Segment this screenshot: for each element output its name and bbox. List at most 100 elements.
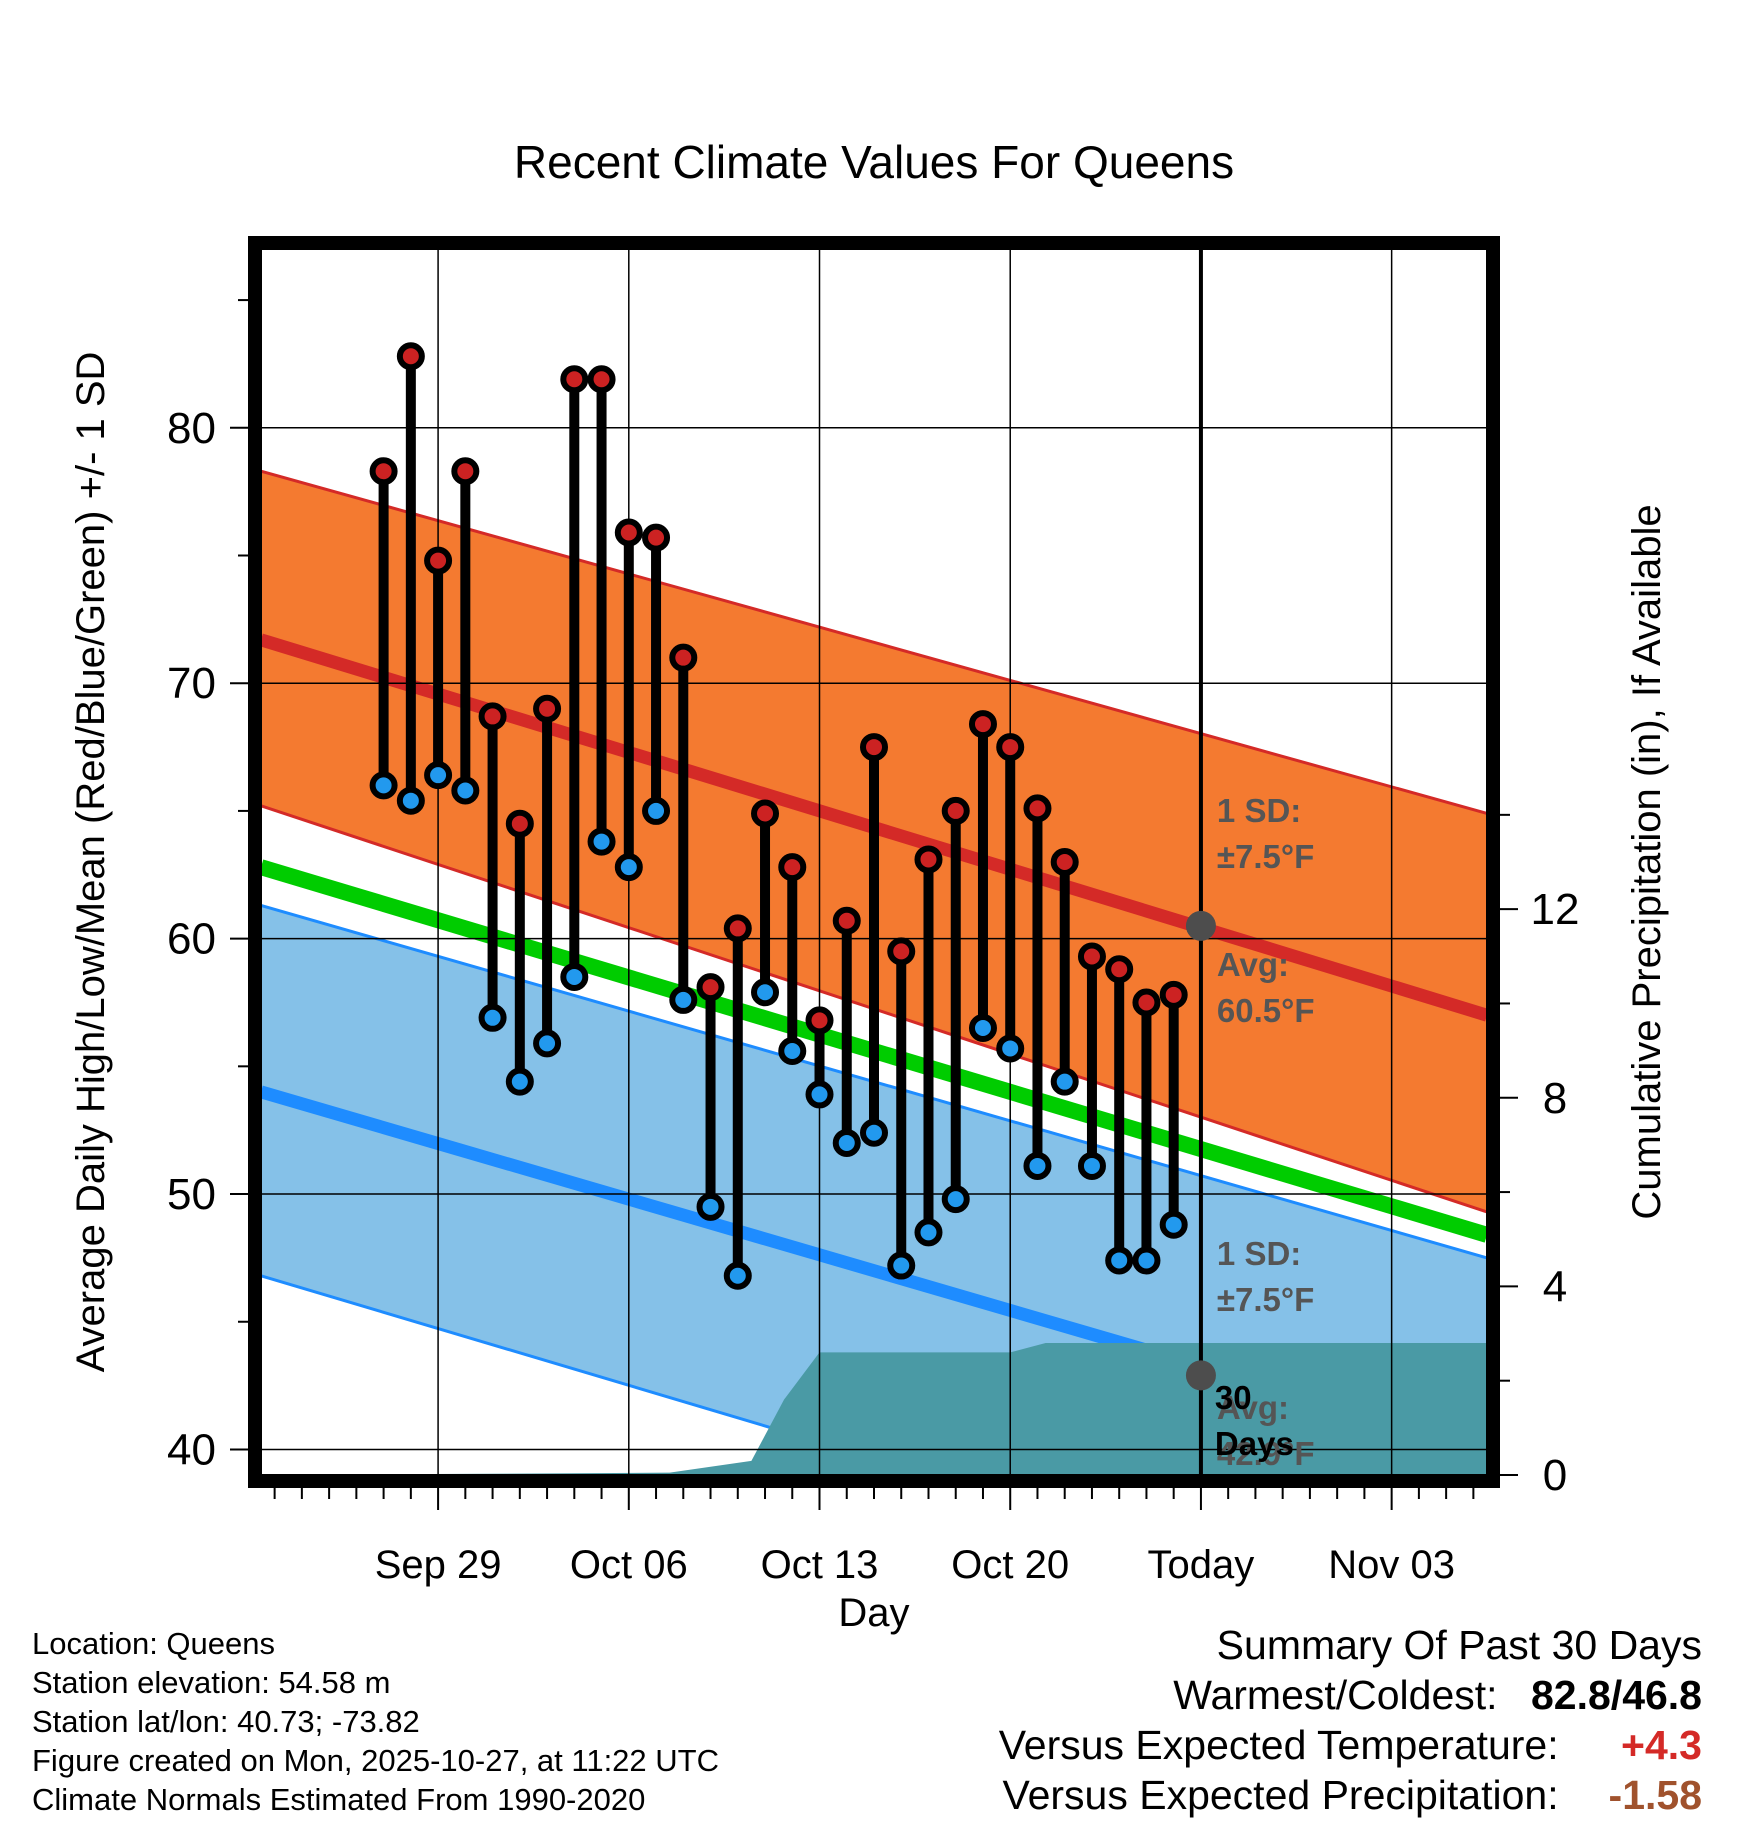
daily-low-point xyxy=(1077,1151,1106,1180)
daily-low-point xyxy=(778,1037,807,1066)
daily-mark xyxy=(614,518,643,882)
daily-mark xyxy=(860,733,888,1147)
daily-mark xyxy=(751,799,780,1007)
created-text: Figure created on Mon, 2025-10-27, at 11… xyxy=(32,1743,719,1778)
daily-high-point xyxy=(1105,955,1134,984)
daily-mark xyxy=(478,702,507,1032)
warm-cold-value: 82.8/46.8 xyxy=(1531,1672,1702,1718)
low-avg-value: 42.9°F xyxy=(1217,1435,1315,1472)
precip-days-label-text: Days xyxy=(1215,1425,1294,1462)
daily-mark xyxy=(832,906,861,1157)
y2-tick-label: 4 xyxy=(1543,1262,1567,1311)
x-tick-label: Oct 13 xyxy=(761,1543,879,1587)
daily-mark xyxy=(1023,794,1052,1180)
daily-high-point xyxy=(1132,988,1161,1017)
location-text: Location: Queens xyxy=(32,1626,276,1661)
daily-low-point xyxy=(860,1118,888,1147)
daily-low-point xyxy=(1159,1210,1188,1239)
y-tick-label: 70 xyxy=(167,659,216,708)
x-tick-label: Oct 06 xyxy=(570,1543,688,1587)
daily-low-point xyxy=(587,827,616,856)
coldest-value: 46.8 xyxy=(1622,1672,1702,1718)
daily-high-point xyxy=(1077,942,1106,971)
elevation-text: Station elevation: 54.58 m xyxy=(32,1665,391,1700)
daily-high-point xyxy=(1159,980,1188,1009)
daily-mark xyxy=(560,365,589,991)
daily-low-point xyxy=(1023,1151,1052,1180)
daily-mark xyxy=(1132,988,1161,1275)
y2-tick-label: 8 xyxy=(1543,1074,1567,1123)
daily-mark xyxy=(669,643,698,1014)
daily-mark xyxy=(778,853,807,1066)
y-tick-label: 80 xyxy=(167,404,216,453)
x-tick-label: Sep 29 xyxy=(375,1543,502,1587)
plot-frame xyxy=(248,236,1500,1488)
daily-mark xyxy=(451,457,480,805)
daily-marks xyxy=(369,342,1188,1290)
summary-title: Summary Of Past 30 Days xyxy=(1216,1622,1702,1668)
daily-high-point xyxy=(996,733,1025,762)
low-sd-band xyxy=(261,905,1487,1475)
temp-row: Versus Expected Temperature: +4.3 xyxy=(999,1720,1702,1770)
daily-low-point xyxy=(996,1034,1025,1063)
daily-high-point xyxy=(860,733,888,762)
plot-border xyxy=(248,236,1500,1488)
daily-low-point xyxy=(751,978,780,1007)
y-tick-label: 60 xyxy=(167,915,216,964)
annotations: 1 SD: ±7.5°F Avg: 60.5°F 1 SD: ±7.5°F Avg: 42.9… xyxy=(1185,792,1315,1472)
daily-high-point xyxy=(778,853,807,882)
summary-panel: Summary Of Past 30 Days Warmest/Coldest:… xyxy=(999,1620,1702,1820)
daily-high-point xyxy=(1050,848,1079,876)
daily-high-point xyxy=(968,710,997,739)
daily-low-point xyxy=(369,771,398,800)
warm-cold-row: Warmest/Coldest: 82.8/46.8 xyxy=(999,1670,1702,1720)
daily-mark xyxy=(996,733,1025,1063)
daily-mark xyxy=(723,914,752,1290)
daily-low-point xyxy=(723,1261,752,1290)
x-tick-label: Nov 03 xyxy=(1328,1543,1455,1587)
daily-low-point xyxy=(832,1128,861,1157)
daily-high-point xyxy=(451,457,480,486)
warm-cold-label: Warmest/Coldest: xyxy=(1173,1672,1498,1718)
chart-title: Recent Climate Values For Queens xyxy=(514,136,1234,188)
precip-label: Versus Expected Precipitation: xyxy=(1002,1772,1559,1818)
high-sd-label: 1 SD: xyxy=(1217,792,1301,829)
axes: 40 50 60 70 80 0 4 8 12 Sep 29 Oct 06 Oct 13 Oct 20 T… xyxy=(69,299,1669,1635)
daily-low-point xyxy=(1105,1246,1134,1275)
daily-low-point xyxy=(805,1080,834,1109)
daily-low-point xyxy=(505,1067,534,1096)
daily-low-point xyxy=(669,985,698,1014)
daily-low-point xyxy=(1050,1067,1079,1096)
station-info: Location: Queens Station elevation: 54.5… xyxy=(32,1624,719,1819)
x-tick-label: Oct 20 xyxy=(951,1543,1069,1587)
precip-days-label-number: 30 xyxy=(1215,1379,1252,1416)
daily-low-point xyxy=(914,1218,943,1247)
daily-high-point xyxy=(533,694,562,723)
daily-high-point xyxy=(505,809,534,838)
daily-low-point xyxy=(478,1003,507,1032)
daily-mark xyxy=(424,546,453,790)
low-sd-value: ±7.5°F xyxy=(1217,1281,1314,1318)
daily-high-point xyxy=(751,799,780,828)
temp-label: Versus Expected Temperature: xyxy=(998,1722,1559,1768)
daily-high-point xyxy=(614,518,643,547)
today-high-avg-marker xyxy=(1185,910,1216,941)
x-axis-label: Day xyxy=(838,1591,909,1635)
daily-mark xyxy=(887,937,916,1280)
daily-low-point xyxy=(696,1192,725,1221)
x-tick-label: Today xyxy=(1148,1543,1255,1587)
daily-high-point xyxy=(560,365,589,394)
daily-high-point xyxy=(587,365,616,394)
temp-value: +4.3 xyxy=(1621,1722,1702,1768)
daily-low-point xyxy=(614,853,643,882)
daily-high-point xyxy=(832,906,861,935)
high-sd-value: ±7.5°F xyxy=(1217,838,1314,875)
normals-text: Climate Normals Estimated From 1990-2020 xyxy=(32,1782,646,1817)
daily-mark xyxy=(696,973,725,1221)
daily-high-point xyxy=(396,342,425,371)
daily-mark xyxy=(396,342,425,815)
daily-high-point xyxy=(914,845,943,874)
daily-mark xyxy=(642,523,671,825)
daily-mark xyxy=(505,809,534,1096)
low-avg-label: Avg: xyxy=(1217,1389,1289,1426)
